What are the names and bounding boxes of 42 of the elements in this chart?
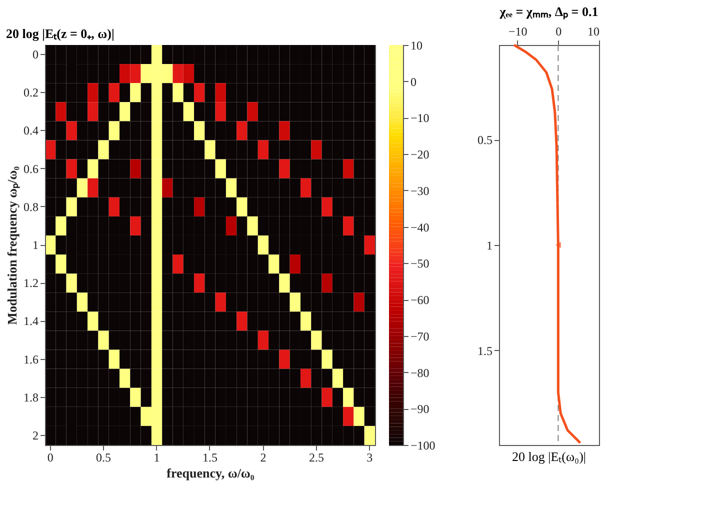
y-tick-label: 1.5 — [478, 344, 492, 358]
y-tick-label: 2 — [32, 428, 38, 442]
y-tick-label: 1 — [486, 238, 492, 252]
color-bar-label: 10 — [410, 38, 422, 52]
color-bar-label: −50 — [410, 256, 430, 271]
y-tick-label: 1.8 — [24, 390, 38, 404]
x-tick-label: −10 — [508, 24, 528, 38]
chart-title: 20 log |Eₜ(z = 0₊, ω)| — [6, 26, 114, 41]
x-tick-label: 3 — [366, 450, 373, 464]
text: χₑₑ = χₘₘ, Δₚ = 0.1 — [498, 4, 598, 20]
color-bar-label: −60 — [410, 293, 430, 308]
x-axis-title: 20 log |Eₜ(ω₀)| — [512, 449, 586, 464]
color-bar-label: −20 — [410, 148, 430, 162]
y-tick-label: 0.6 — [24, 162, 38, 176]
x-tick-label: 2.5 — [308, 450, 324, 464]
y-tick-label: 1 — [32, 238, 38, 252]
x-tick-label: 10 — [588, 24, 600, 38]
x-tick-label: 2 — [260, 450, 266, 464]
y-tick-label: 1.2 — [24, 276, 38, 290]
color-bar-label: −80 — [410, 366, 430, 380]
y-tick-label: 0.8 — [24, 200, 38, 214]
y-tick-label: 0.2 — [24, 86, 38, 100]
line-series — [512, 44, 582, 444]
color-bar-label: −100 — [410, 438, 436, 452]
x-tick-label: 0 — [47, 450, 54, 464]
y-axis-title: Modulation frequency ωₚ/ω₀ — [4, 166, 20, 325]
y-tick-label: 1.6 — [24, 352, 38, 366]
color-bar-label: 0 — [410, 74, 416, 89]
color-bar-label: −40 — [410, 220, 430, 234]
color-bar-label: −30 — [410, 184, 430, 198]
color-bar-label: −90 — [410, 402, 430, 416]
y-tick-label: 0 — [32, 48, 38, 62]
color-bar-label: −70 — [410, 329, 430, 344]
y-tick-label: 0.5 — [478, 133, 492, 148]
x-axis-title: frequency, ω/ω₀ — [166, 466, 254, 480]
x-tick-label: 0.5 — [96, 450, 112, 464]
x-tick-label: 1.5 — [202, 450, 218, 464]
y-tick-label: 1.4 — [24, 314, 38, 328]
x-tick-label: 0 — [556, 24, 562, 38]
y-tick-label: 0.4 — [24, 124, 38, 138]
color-bar-label: −10 — [410, 111, 430, 126]
x-tick-label: 1 — [154, 450, 160, 464]
